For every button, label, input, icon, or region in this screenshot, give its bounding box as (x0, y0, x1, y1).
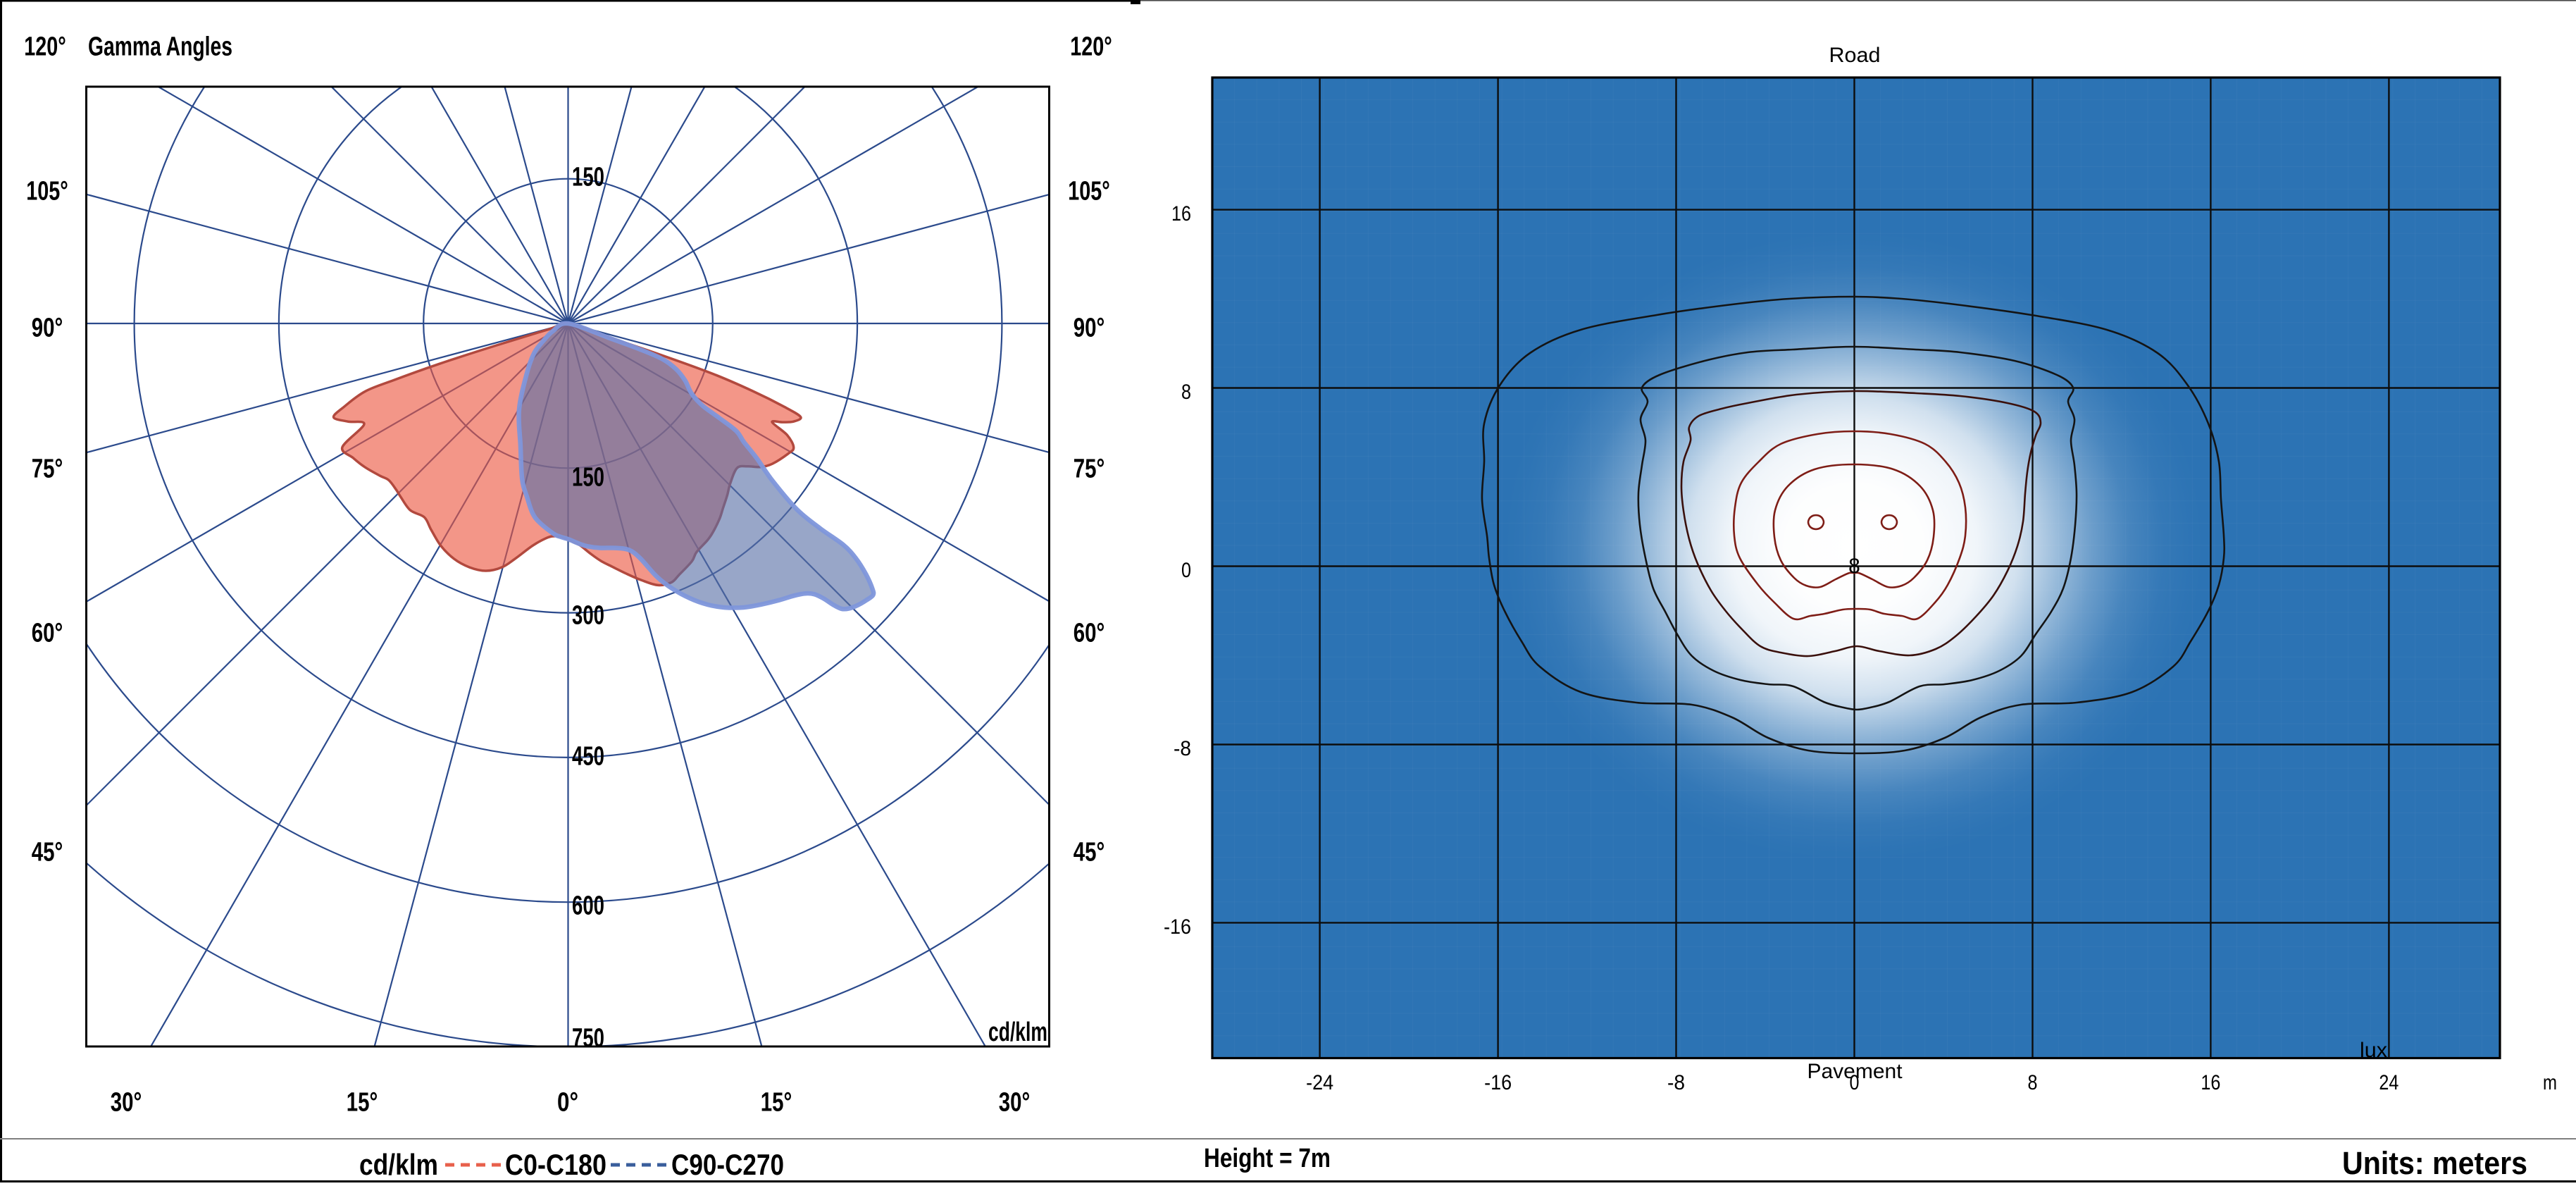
svg-text:45°: 45° (32, 838, 63, 867)
svg-text:15°: 15° (761, 1088, 792, 1118)
svg-text:cd/klm: cd/klm (359, 1148, 438, 1181)
svg-text:30°: 30° (999, 1088, 1031, 1118)
svg-text:8: 8 (1848, 555, 1860, 578)
svg-text:16: 16 (2201, 1071, 2220, 1094)
svg-text:750: 750 (572, 1024, 604, 1054)
svg-text:120°: 120° (1070, 32, 1112, 62)
svg-text:600: 600 (572, 891, 604, 921)
svg-text:Height = 7m: Height = 7m (1204, 1144, 1331, 1173)
svg-text:15°: 15° (347, 1088, 378, 1118)
svg-text:75°: 75° (32, 455, 63, 484)
svg-text:-8: -8 (1667, 1071, 1685, 1094)
svg-text:lux: lux (2360, 1039, 2387, 1062)
svg-text:90°: 90° (1074, 314, 1105, 343)
svg-text:8: 8 (1181, 381, 1191, 404)
svg-text:C90-C270: C90-C270 (671, 1148, 784, 1181)
svg-text:Pavement: Pavement (1807, 1060, 1903, 1083)
svg-text:90°: 90° (32, 314, 63, 343)
svg-text:30°: 30° (111, 1088, 142, 1118)
svg-text:-16: -16 (1484, 1071, 1512, 1094)
svg-text:C0-C180: C0-C180 (505, 1148, 606, 1181)
svg-text:120°: 120° (24, 32, 66, 62)
svg-text:450: 450 (572, 742, 604, 772)
svg-text:-8: -8 (1174, 737, 1191, 760)
svg-text:75°: 75° (1074, 455, 1105, 484)
svg-text:45°: 45° (1074, 838, 1105, 867)
svg-text:m: m (2543, 1071, 2557, 1094)
svg-text:0: 0 (1181, 559, 1191, 582)
svg-text:16: 16 (1171, 202, 1191, 226)
svg-text:-24: -24 (1306, 1071, 1333, 1094)
svg-text:60°: 60° (32, 619, 63, 648)
svg-text:150: 150 (572, 163, 604, 192)
svg-text:150: 150 (572, 463, 604, 493)
svg-text:0°: 0° (557, 1088, 578, 1118)
svg-text:Units: meters: Units: meters (2342, 1145, 2527, 1181)
svg-text:Gamma Angles: Gamma Angles (88, 32, 232, 62)
svg-text:-16: -16 (1164, 915, 1191, 939)
svg-text:105°: 105° (1068, 177, 1110, 206)
svg-text:cd/klm: cd/klm (988, 1018, 1047, 1047)
svg-text:Road: Road (1829, 44, 1881, 67)
svg-text:0: 0 (1850, 1071, 1860, 1094)
svg-text:60°: 60° (1074, 619, 1105, 648)
svg-text:300: 300 (572, 601, 604, 631)
svg-text:8: 8 (2027, 1071, 2037, 1094)
svg-text:105°: 105° (26, 177, 68, 206)
svg-text:24: 24 (2379, 1071, 2398, 1094)
